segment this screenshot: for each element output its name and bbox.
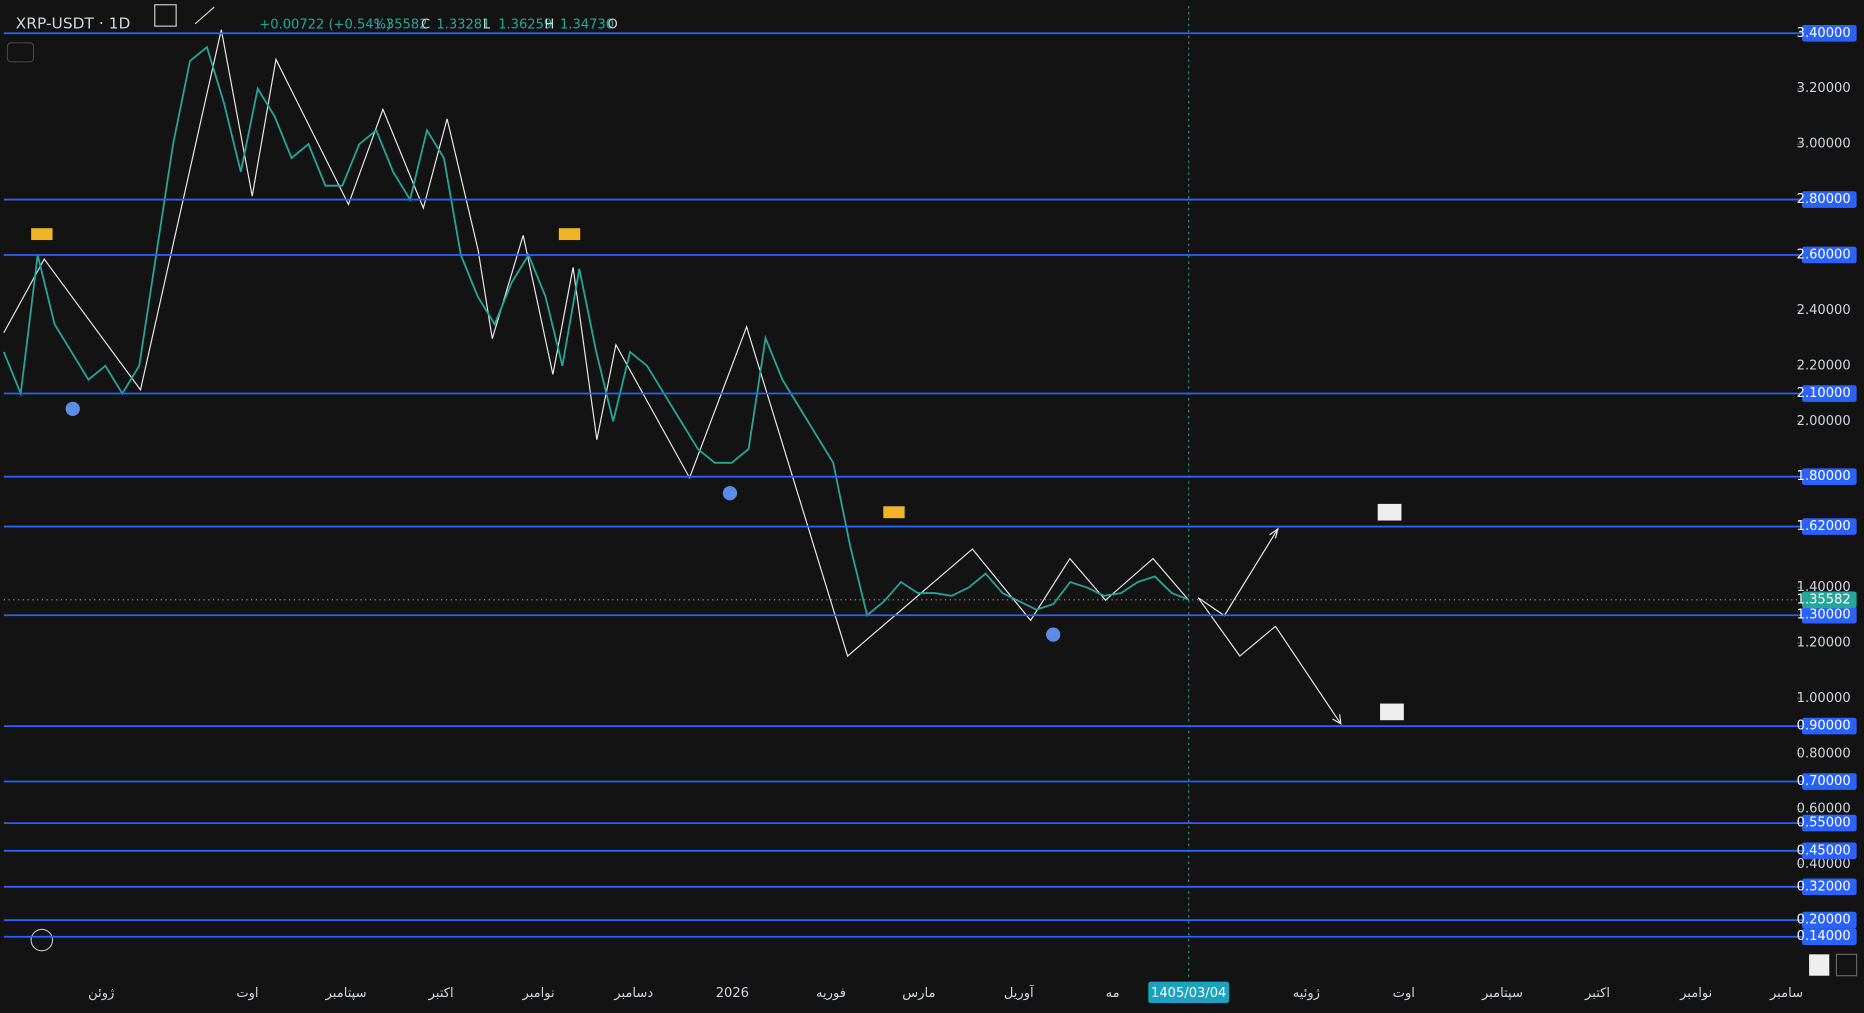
level-badge	[1801, 911, 1857, 929]
y-tick-label: 2.00000	[1797, 414, 1851, 429]
x-tick-label: سپتامبر	[325, 986, 367, 1001]
y-tick-label: 1.40000	[1797, 580, 1851, 595]
close-value: 1.35582	[373, 17, 427, 32]
low-key: L	[483, 17, 491, 32]
high-key: H	[545, 17, 555, 32]
auto-button[interactable]	[1809, 954, 1830, 976]
close-key: C	[421, 17, 430, 32]
x-tick-label: دسامبر	[613, 986, 653, 1001]
level-badge	[1801, 878, 1857, 896]
x-tick-label: مه	[1106, 986, 1120, 1001]
x-tick-label: فوریه	[816, 986, 846, 1001]
y-tick-label: 3.20000	[1797, 81, 1851, 96]
level-label: 0.32000	[1797, 879, 1851, 894]
level-badge	[1801, 191, 1857, 208]
x-tick-label: مارس	[902, 986, 935, 1001]
level-label: 0.55000	[1797, 816, 1851, 831]
level-badge	[1801, 928, 1857, 946]
x-tick-label: 2026	[716, 986, 749, 1001]
y-tick-label: 1.00000	[1797, 691, 1851, 706]
level-label: 1.62000	[1797, 519, 1851, 534]
symbol: XRP-USDT · 1D	[16, 14, 131, 32]
x-tick-label: نوامبر	[522, 986, 555, 1001]
x-tick-label: 1405/03/04	[1151, 986, 1226, 1001]
x-tick-label: اوت	[236, 986, 258, 1001]
x-tick-label: آوریل	[1004, 984, 1035, 1001]
level-badge	[1801, 606, 1857, 624]
x-tick-label: اوت	[1393, 986, 1415, 1001]
low-value: 1.33281	[436, 17, 490, 32]
x-tick-label: سامبر	[1769, 986, 1803, 1001]
price-path	[2, 45, 1190, 617]
high-value: 1.36259	[498, 17, 552, 32]
open-value: 1.34730	[560, 17, 614, 32]
y-tick-label: 1.20000	[1797, 635, 1851, 650]
y-tick-label: 0.60000	[1797, 802, 1851, 817]
level-badge	[1801, 246, 1857, 264]
level-label: 0.90000	[1797, 719, 1851, 734]
x-tick-label: ژوئیه	[1293, 986, 1320, 1001]
open-key: O	[608, 17, 618, 32]
x-tick-label: سپتامبر	[1481, 986, 1523, 1001]
current-price-badge	[1801, 591, 1857, 609]
current-price-label: 1.35582	[1797, 592, 1851, 607]
y-tick-label: 3.00000	[1797, 137, 1851, 152]
level-label: 1.30000	[1797, 608, 1851, 623]
y-tick-label: 2.40000	[1797, 303, 1851, 318]
x-tick-label: نوامبر	[1679, 986, 1712, 1001]
level-badge	[1801, 814, 1857, 832]
change: +0.00722 (+0.54%)	[259, 17, 391, 32]
level-label: 1.80000	[1797, 469, 1851, 484]
level-label: 2.10000	[1797, 386, 1851, 401]
x-tick-label: ژوئن	[88, 986, 114, 1001]
toolbar-icon[interactable]	[194, 6, 215, 25]
icons	[30, 228, 1404, 952]
x-tick-label: اکتبر	[428, 986, 454, 1001]
level-badge	[1801, 385, 1857, 402]
level-badge	[1801, 518, 1857, 535]
level-badge	[1801, 842, 1857, 860]
level-label: 0.70000	[1797, 774, 1851, 789]
level-label: 0.45000	[1797, 843, 1851, 858]
y-tick-label: 0.40000	[1797, 857, 1851, 872]
y-tick-label: 2.20000	[1797, 358, 1851, 373]
toolbar-icon[interactable]	[154, 4, 177, 27]
date-badge	[1148, 981, 1230, 1004]
level-badge	[1801, 468, 1857, 485]
x-tick-label: اکتبر	[1584, 986, 1610, 1001]
level-label: 0.14000	[1797, 929, 1851, 944]
log-button[interactable]	[1835, 953, 1858, 977]
collapse-button[interactable]	[6, 42, 35, 63]
level-label: 2.60000	[1797, 247, 1851, 262]
y-tick-label: 0.80000	[1797, 746, 1851, 761]
level-label: 3.40000	[1797, 26, 1851, 41]
level-label: 2.80000	[1797, 192, 1851, 207]
level-badge	[1801, 773, 1857, 790]
level-label: 0.20000	[1797, 913, 1851, 928]
level-badge	[1801, 717, 1857, 735]
level-badge	[1801, 24, 1857, 42]
